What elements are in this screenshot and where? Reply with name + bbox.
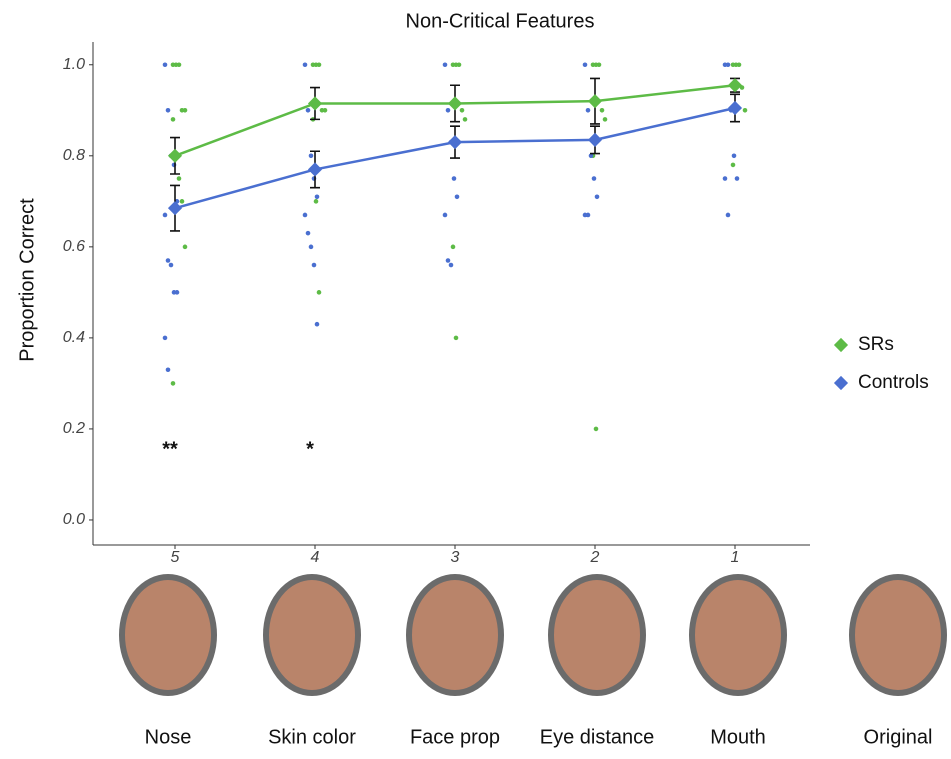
point xyxy=(166,367,171,372)
point xyxy=(317,290,322,295)
point xyxy=(169,263,174,268)
point xyxy=(603,117,608,122)
mean-marker xyxy=(308,162,322,176)
image-label: Eye distance xyxy=(540,726,655,748)
point xyxy=(180,199,185,204)
y-tick-label: 0.6 xyxy=(63,238,85,255)
legend-label: Controls xyxy=(858,372,929,393)
point xyxy=(455,194,460,199)
point xyxy=(586,213,591,218)
annotation: ** xyxy=(162,438,178,460)
point xyxy=(171,117,176,122)
y-tick-label: 0.8 xyxy=(63,147,85,164)
mean-marker xyxy=(728,101,742,115)
chart: Non-Critical Features Proportion Correct… xyxy=(0,0,951,754)
point xyxy=(457,62,462,67)
point xyxy=(309,245,314,250)
mean-marker xyxy=(308,96,322,110)
x-tick-label: 5 xyxy=(171,549,180,566)
point xyxy=(323,108,328,113)
mean-marker xyxy=(588,94,602,108)
mean-marker xyxy=(588,133,602,147)
point xyxy=(451,245,456,250)
point xyxy=(723,176,728,181)
point xyxy=(166,258,171,263)
point xyxy=(315,194,320,199)
point xyxy=(732,154,737,159)
point xyxy=(183,245,188,250)
y-tick-label: 1.0 xyxy=(63,56,85,73)
point xyxy=(171,381,176,386)
point xyxy=(446,108,451,113)
legend-marker xyxy=(834,376,848,390)
point xyxy=(443,213,448,218)
y-tick-label: 0.4 xyxy=(63,329,85,346)
point xyxy=(586,108,591,113)
point xyxy=(454,336,459,341)
point xyxy=(177,176,182,181)
x-tick-label: 3 xyxy=(451,549,460,566)
point xyxy=(177,62,182,67)
point xyxy=(163,213,168,218)
image-label: Face prop xyxy=(410,726,500,748)
point xyxy=(594,427,599,432)
point xyxy=(166,108,171,113)
mean-marker xyxy=(728,78,742,92)
point xyxy=(175,290,180,295)
point xyxy=(314,199,319,204)
point xyxy=(460,108,465,113)
legend-marker xyxy=(834,338,848,352)
point xyxy=(743,108,748,113)
point xyxy=(306,108,311,113)
point xyxy=(735,176,740,181)
mean-marker xyxy=(168,149,182,163)
point xyxy=(726,213,731,218)
image-label: Original xyxy=(864,726,933,748)
annotation: * xyxy=(306,438,314,460)
x-tick-label: 1 xyxy=(731,549,740,566)
image-label: Mouth xyxy=(710,726,766,748)
point xyxy=(309,154,314,159)
point xyxy=(592,176,597,181)
point xyxy=(600,108,605,113)
point xyxy=(317,62,322,67)
point xyxy=(443,62,448,67)
mean-marker xyxy=(448,96,462,110)
point xyxy=(303,213,308,218)
point xyxy=(312,263,317,268)
point xyxy=(315,322,320,327)
point xyxy=(303,62,308,67)
point xyxy=(583,62,588,67)
point xyxy=(449,263,454,268)
point xyxy=(452,176,457,181)
point xyxy=(463,117,468,122)
point xyxy=(731,163,736,168)
legend-label: SRs xyxy=(858,334,894,355)
image-label: Nose xyxy=(145,726,192,748)
point xyxy=(306,231,311,236)
y-tick-label: 0.2 xyxy=(63,420,85,437)
point xyxy=(163,62,168,67)
faces xyxy=(122,577,944,693)
mean-marker xyxy=(448,135,462,149)
point xyxy=(163,336,168,341)
chart-title: Non-Critical Features xyxy=(406,10,595,32)
point xyxy=(597,62,602,67)
point xyxy=(446,258,451,263)
point xyxy=(595,194,600,199)
point xyxy=(737,62,742,67)
x-tick-label: 2 xyxy=(590,549,600,566)
image-label: Skin color xyxy=(268,726,356,748)
y-axis-label: Proportion Correct xyxy=(16,198,38,362)
point xyxy=(183,108,188,113)
point xyxy=(726,62,731,67)
y-tick-label: 0.0 xyxy=(63,511,85,528)
mean-marker xyxy=(168,201,182,215)
x-tick-label: 4 xyxy=(311,549,320,566)
